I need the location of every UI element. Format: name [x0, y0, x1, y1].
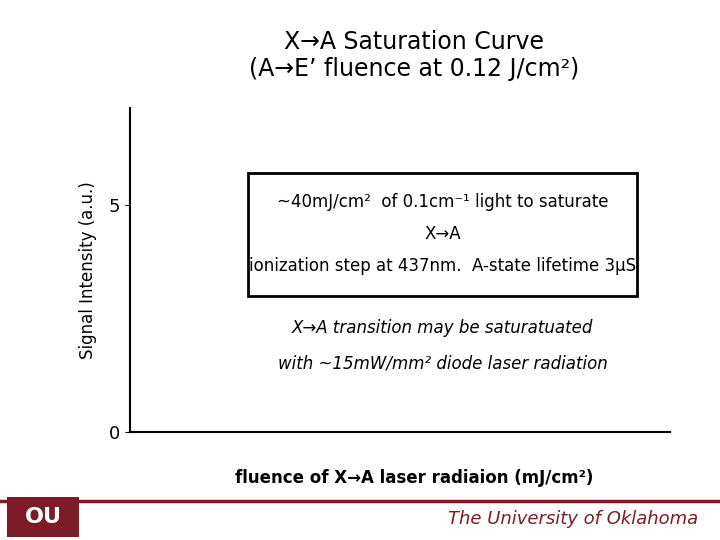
Text: (A→E’ fluence at 0.12 J/cm²): (A→E’ fluence at 0.12 J/cm²) — [249, 57, 579, 80]
Text: X→A Saturation Curve: X→A Saturation Curve — [284, 30, 544, 53]
Text: ~40mJ/cm²  of 0.1cm⁻¹ light to saturate: ~40mJ/cm² of 0.1cm⁻¹ light to saturate — [277, 193, 608, 211]
Text: X→A transition may be saturatuated: X→A transition may be saturatuated — [292, 319, 593, 336]
Text: fluence of X→A laser radiaion (mJ/cm²): fluence of X→A laser radiaion (mJ/cm²) — [235, 469, 593, 487]
Text: ionization step at 437nm.  A-state lifetime 3μS: ionization step at 437nm. A-state lifeti… — [249, 258, 636, 275]
Text: with ~15mW/mm² diode laser radiation: with ~15mW/mm² diode laser radiation — [278, 354, 608, 372]
Text: X→A: X→A — [425, 225, 461, 244]
Y-axis label: Signal Intensity (a.u.): Signal Intensity (a.u.) — [79, 181, 97, 359]
FancyBboxPatch shape — [248, 173, 637, 296]
Text: The University of Oklahoma: The University of Oklahoma — [449, 510, 698, 529]
Text: OU: OU — [24, 507, 62, 527]
